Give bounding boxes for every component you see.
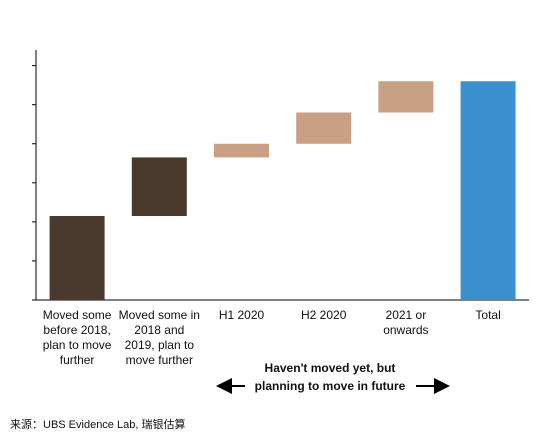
bar xyxy=(49,216,105,300)
x-tick-label: H1 2020 xyxy=(218,308,265,322)
x-tick-label: H2 2020 xyxy=(301,308,347,322)
x-tick-label: 2021 or onwards xyxy=(383,308,429,337)
annotation: Haven't moved yet, but planning to move … xyxy=(254,361,406,393)
bar xyxy=(131,157,187,217)
x-tick-label: Moved some in 2018 and 2019, plan to mov… xyxy=(118,308,200,367)
bar xyxy=(460,81,516,300)
x-tick-label: Total xyxy=(475,308,501,322)
bar xyxy=(296,112,352,144)
source: 来源：UBS Evidence Lab, 瑞银估算 xyxy=(10,419,186,431)
bar xyxy=(214,143,269,158)
bar xyxy=(378,81,434,113)
x-tick-label: Moved some before 2018, plan to move fur… xyxy=(42,308,112,367)
